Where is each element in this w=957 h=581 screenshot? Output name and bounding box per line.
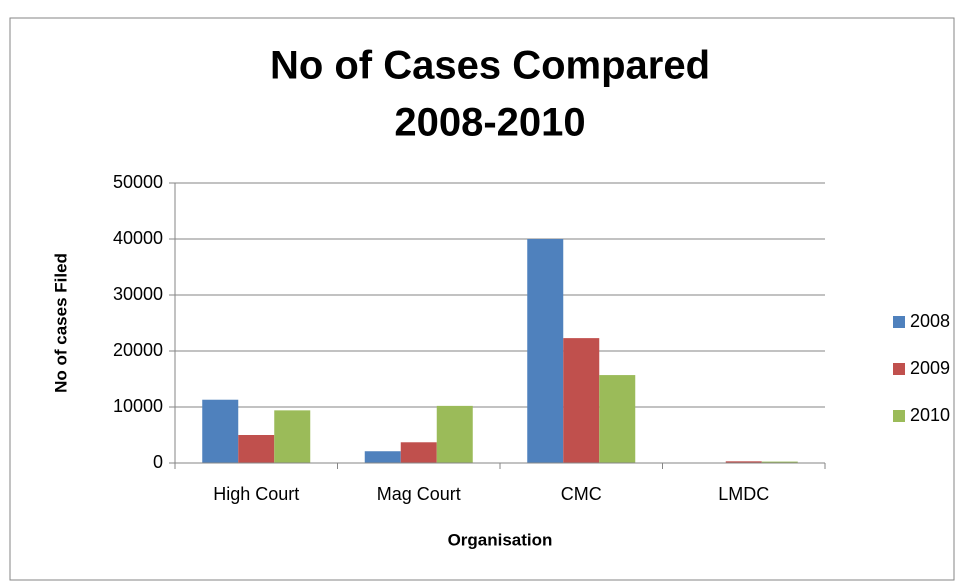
y-tick-label: 50000 bbox=[113, 172, 163, 192]
y-tick-label: 0 bbox=[153, 452, 163, 472]
chart-frame bbox=[9, 17, 955, 581]
x-tick-label: CMC bbox=[561, 484, 602, 504]
x-tick-label: Mag Court bbox=[377, 484, 461, 504]
bar bbox=[400, 442, 437, 463]
bar bbox=[238, 435, 275, 463]
legend-swatch bbox=[893, 363, 905, 375]
bar bbox=[563, 338, 600, 463]
legend-label: 2008 bbox=[910, 311, 950, 331]
bar bbox=[202, 399, 239, 463]
y-tick-label: 40000 bbox=[113, 228, 163, 248]
bar bbox=[599, 375, 636, 463]
bar bbox=[364, 451, 401, 463]
x-tick-label: LMDC bbox=[718, 484, 769, 504]
y-tick-label: 10000 bbox=[113, 396, 163, 416]
x-tick-label: High Court bbox=[213, 484, 299, 504]
legend-swatch bbox=[893, 316, 905, 328]
y-axis-label: No of cases Filed bbox=[51, 253, 70, 393]
y-tick-label: 30000 bbox=[113, 284, 163, 304]
bar bbox=[761, 461, 798, 463]
bar bbox=[274, 410, 311, 463]
chart-title: 2008-2010 bbox=[394, 101, 585, 145]
chart-title: No of Cases Compared bbox=[270, 44, 710, 88]
bar bbox=[527, 239, 564, 463]
bar bbox=[436, 405, 473, 463]
legend-swatch bbox=[893, 410, 905, 422]
bar bbox=[725, 461, 762, 463]
legend-label: 2009 bbox=[910, 358, 950, 378]
y-tick-label: 20000 bbox=[113, 340, 163, 360]
x-axis-label: Organisation bbox=[448, 530, 553, 549]
legend-label: 2010 bbox=[910, 405, 950, 425]
